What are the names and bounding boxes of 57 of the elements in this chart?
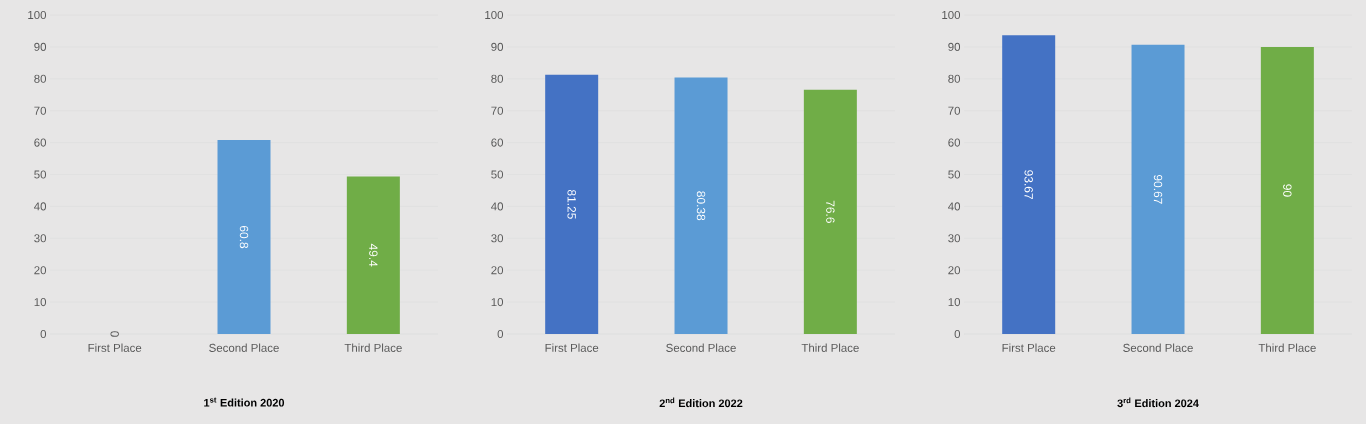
bar — [674, 77, 728, 334]
x-tick-label: Third Place — [801, 343, 859, 352]
data-label: 90 — [1283, 184, 1292, 197]
y-tick-label: 50 — [34, 170, 47, 179]
y-tick-label: 20 — [948, 266, 961, 275]
data-label: 49.4 — [369, 243, 378, 267]
y-tick-label: 0 — [497, 329, 504, 339]
bar — [545, 74, 599, 334]
y-tick-label: 70 — [34, 106, 47, 115]
x-tick-label: Second Place — [1123, 343, 1193, 352]
text: 2$^{nd}$ Edition 2022 — [659, 397, 743, 408]
y-tick-label: 60 — [34, 138, 47, 147]
data-label: 80.38 — [696, 191, 706, 221]
y-tick-label: 20 — [491, 266, 504, 275]
y-tick-label: 60 — [491, 138, 504, 147]
y-tick-label: 10 — [491, 298, 504, 307]
y-tick-label: 0 — [954, 329, 961, 339]
y-tick-label: 90 — [491, 42, 504, 51]
y-tick-label: 100 — [942, 10, 961, 20]
y-tick-label: 0 — [40, 329, 47, 339]
y-tick-label: 30 — [948, 234, 961, 243]
y-tick-label: 20 — [34, 266, 47, 275]
y-tick-label: 40 — [34, 202, 47, 211]
y-tick-label: 60 — [948, 138, 961, 147]
y-tick-label: 70 — [948, 106, 961, 115]
data-label: 90.67 — [1153, 174, 1163, 204]
y-tick-label: 10 — [948, 298, 961, 307]
bar — [803, 89, 857, 334]
y-tick-label: 90 — [948, 42, 961, 51]
y-tick-label: 70 — [491, 106, 504, 115]
x-tick-label: Second Place — [209, 343, 279, 352]
x-tick-label: First Place — [88, 343, 142, 352]
data-label: 76.6 — [826, 200, 835, 223]
data-label: 60.8 — [239, 226, 249, 249]
y-tick-label: 80 — [948, 74, 961, 83]
x-tick-label: Third Place — [1258, 343, 1316, 352]
x-tick-label: Second Place — [666, 343, 736, 352]
x-tick-label: First Place — [545, 343, 599, 352]
text: 3$^{rd}$ Edition 2024 — [1117, 397, 1199, 408]
x-tick-label: Third Place — [344, 343, 402, 352]
y-tick-label: 80 — [34, 74, 47, 83]
y-tick-label: 40 — [948, 202, 961, 211]
y-tick-label: 10 — [34, 298, 47, 307]
y-tick-label: 90 — [34, 42, 47, 51]
y-tick-label: 80 — [491, 74, 504, 83]
y-tick-label: 100 — [28, 10, 47, 20]
data-label: 93.67 — [1024, 170, 1033, 199]
y-tick-label: 30 — [491, 234, 504, 243]
text: 1$^{st}$ Edition 2020 — [204, 397, 285, 407]
data-label: 0 — [110, 331, 119, 337]
x-tick-label: First Place — [1002, 343, 1056, 352]
y-tick-label: 50 — [491, 170, 504, 179]
y-tick-label: 50 — [948, 170, 961, 179]
data-label: 81.25 — [567, 189, 576, 219]
y-tick-label: 30 — [34, 234, 47, 243]
y-tick-label: 100 — [485, 10, 504, 20]
y-tick-label: 40 — [491, 202, 504, 211]
